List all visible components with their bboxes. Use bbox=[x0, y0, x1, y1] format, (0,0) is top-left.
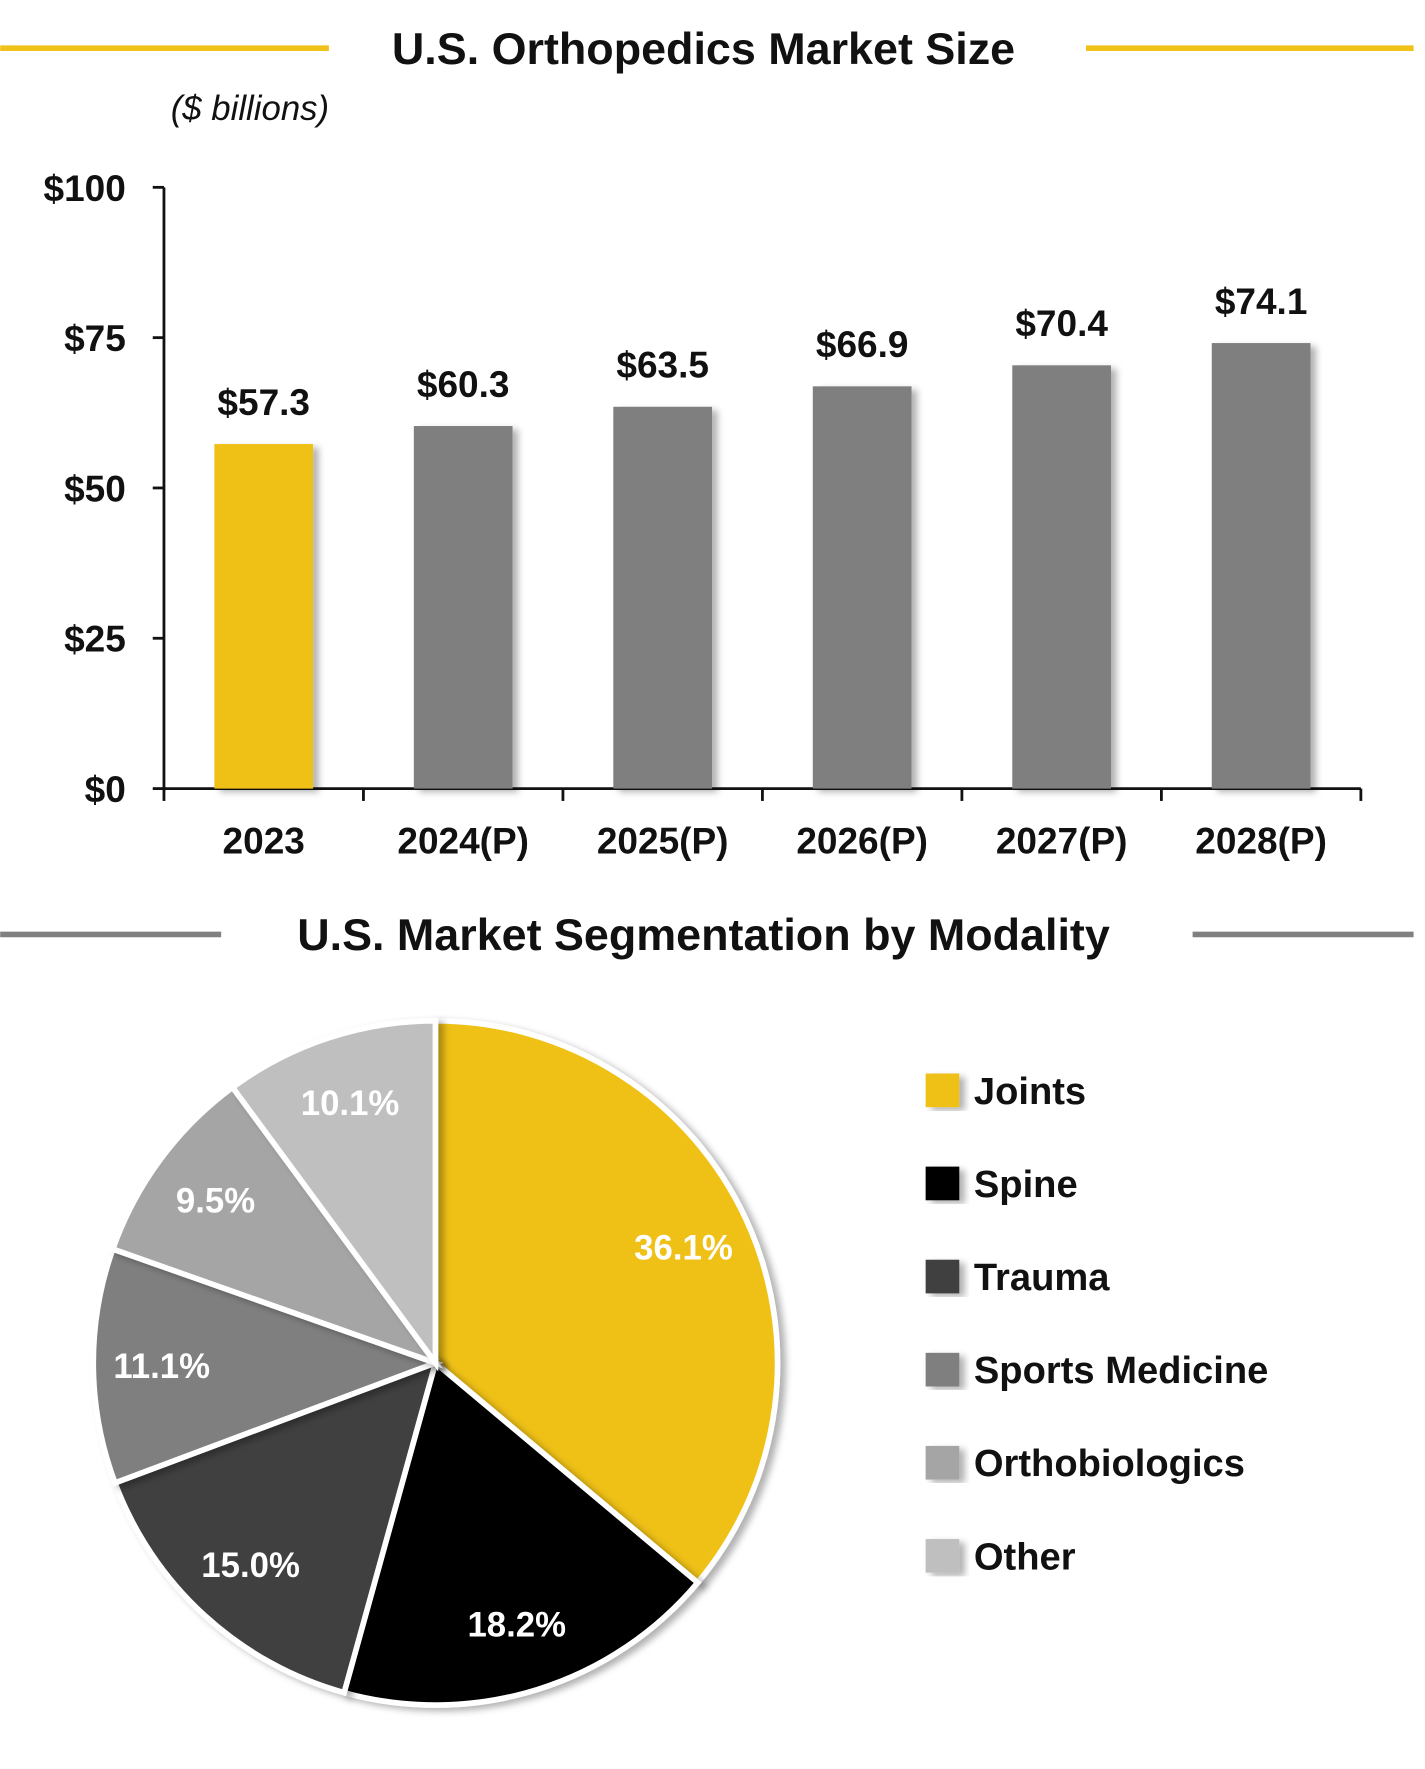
bar-data-label: $66.9 bbox=[816, 323, 909, 365]
y-tick-label: $0 bbox=[85, 768, 126, 810]
bar bbox=[214, 444, 314, 789]
bar-data-label: $60.3 bbox=[417, 363, 510, 405]
legend-label: Trauma bbox=[974, 1256, 1110, 1299]
legend-swatch bbox=[925, 1539, 960, 1573]
legend-swatch bbox=[925, 1259, 960, 1294]
legend-label: Sports Medicine bbox=[974, 1349, 1268, 1392]
x-tick-label: 2026(P) bbox=[796, 820, 928, 862]
pie-slice-label: 10.1% bbox=[301, 1085, 400, 1123]
y-tick-label: $75 bbox=[64, 317, 126, 359]
pie-slice bbox=[90, 1245, 444, 1487]
bar bbox=[812, 386, 912, 789]
bar-data-label: $63.5 bbox=[616, 344, 709, 386]
x-tick-label: 2027(P) bbox=[996, 820, 1128, 862]
pie-chart: U.S. Market Segmentation by Modality 36.… bbox=[0, 909, 1414, 1708]
legend-swatch bbox=[925, 1445, 960, 1480]
bar bbox=[1211, 343, 1311, 789]
pie-slice-label: 36.1% bbox=[634, 1230, 733, 1268]
bar-data-label: $70.4 bbox=[1015, 302, 1108, 344]
pie-slice bbox=[111, 1358, 440, 1697]
legend-swatch bbox=[925, 1352, 960, 1387]
x-tick-label: 2024(P) bbox=[397, 820, 529, 862]
x-tick-label: 2023 bbox=[223, 820, 305, 862]
legend-swatch bbox=[925, 1166, 960, 1201]
bar-data-label: $74.1 bbox=[1215, 280, 1308, 322]
bar bbox=[413, 426, 513, 789]
y-tick-label: $25 bbox=[64, 618, 126, 660]
bar-chart: U.S. Orthopedics Market Size ($ billions… bbox=[0, 23, 1414, 862]
legend-swatch bbox=[925, 1073, 960, 1108]
x-tick-label: 2025(P) bbox=[597, 820, 729, 862]
pie-chart-title: U.S. Market Segmentation by Modality bbox=[297, 909, 1110, 960]
y-tick-label: $100 bbox=[44, 167, 126, 209]
legend-label: Orthobiologics bbox=[974, 1442, 1245, 1485]
bar bbox=[613, 406, 713, 789]
bar-chart-title: U.S. Orthopedics Market Size bbox=[392, 23, 1015, 74]
pie-slice bbox=[432, 1017, 781, 1587]
pie-slice bbox=[228, 1017, 439, 1372]
pie-slice-label: 11.1% bbox=[113, 1348, 210, 1386]
y-tick-label: $50 bbox=[64, 467, 126, 509]
legend-label: Spine bbox=[974, 1163, 1078, 1206]
pie-slice-label: 15.0% bbox=[201, 1547, 300, 1585]
pie-slice bbox=[109, 1083, 444, 1369]
legend-label: Other bbox=[974, 1535, 1076, 1578]
pie-slice bbox=[340, 1357, 702, 1708]
pie-slice-label: 9.5% bbox=[176, 1182, 255, 1220]
bar-chart-subtitle: ($ billions) bbox=[171, 90, 329, 128]
bar-data-label: $57.3 bbox=[217, 381, 310, 423]
pie-slice-label: 18.2% bbox=[467, 1607, 566, 1645]
legend-label: Joints bbox=[974, 1070, 1086, 1113]
x-tick-label: 2028(P) bbox=[1195, 820, 1327, 862]
bar bbox=[1012, 365, 1112, 789]
